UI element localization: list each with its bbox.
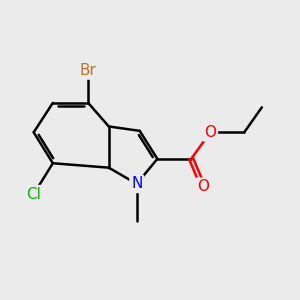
Text: O: O	[204, 125, 216, 140]
Text: Cl: Cl	[26, 187, 41, 202]
Text: N: N	[131, 176, 142, 191]
Text: O: O	[197, 179, 209, 194]
Text: Br: Br	[80, 63, 97, 78]
